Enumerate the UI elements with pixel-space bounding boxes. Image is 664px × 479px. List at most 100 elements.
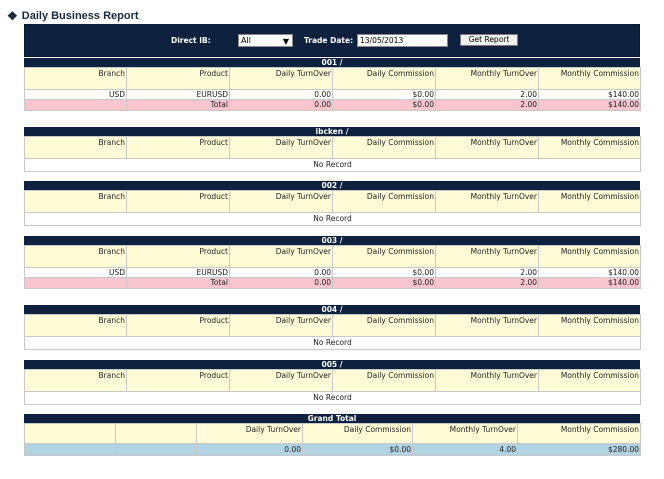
table-cell: EURUSD [126,89,230,100]
column-header: Monthly TurnOver [435,67,539,90]
column-header [24,423,116,444]
table-row: USD EURUSD 0.00 $0.00 2.00 $140.00 [24,267,641,278]
column-header: Monthly TurnOver [435,190,539,213]
column-header: Product [126,136,230,159]
column-header: Monthly TurnOver [435,136,539,159]
direct-ib-value: All [241,36,251,45]
total-cell: Total [126,99,230,111]
column-header: Monthly TurnOver [412,423,518,444]
grand-total-row: 0.00 $0.00 4.00 $280.00 [24,443,641,456]
section-title: 005 / [24,360,640,369]
column-header: Product [126,67,230,90]
grand-total-cell [115,443,197,456]
section-table: Branch Product Daily TurnOver Daily Commiss… [24,190,641,226]
no-record-text: No Record [24,212,641,226]
column-header-row: Branch Product Daily TurnOver Daily Commiss… [24,245,641,268]
no-record-text: No Record [24,391,641,405]
table-cell: 2.00 [435,267,539,278]
column-header: Monthly Commission [538,369,641,392]
report-section: ibcken / Branch Product Daily TurnOver Daily… [24,127,641,172]
column-header: Daily TurnOver [229,67,333,90]
no-record-row: No Record [24,391,641,405]
section-title: 001 / [24,58,640,67]
column-header: Daily TurnOver [229,136,333,159]
total-cell: 0.00 [229,277,333,289]
column-header: Monthly Commission [538,314,641,337]
table-cell: $0.00 [332,89,436,100]
no-record-row: No Record [24,158,641,172]
filter-panel: Direct IB: All ▼ Trade Date: 13/05/2013 … [24,24,640,57]
column-header: Product [126,245,230,268]
column-header: Product [126,369,230,392]
column-header: Daily TurnOver [229,369,333,392]
section-table: Branch Product Daily TurnOver Daily Commiss… [24,67,641,111]
table-cell: 0.00 [229,89,333,100]
total-row: Total 0.00 $0.00 2.00 $140.00 [24,99,641,111]
column-header: Monthly Commission [538,136,641,159]
column-header: Daily Commission [332,369,436,392]
total-cell: $0.00 [332,277,436,289]
table-cell: USD [24,267,127,278]
column-header: Product [126,314,230,337]
table-cell: $140.00 [538,89,641,100]
total-cell [24,277,127,289]
column-header-row: Branch Product Daily TurnOver Daily Commiss… [24,136,641,159]
table-cell: $0.00 [332,267,436,278]
column-header [115,423,197,444]
get-report-button[interactable]: Get Report [460,34,518,46]
column-header: Daily Commission [332,136,436,159]
page-title: ❖ Daily Business Report [7,9,139,23]
direct-ib-label: Direct IB: [171,36,211,45]
table-cell: 2.00 [435,89,539,100]
trade-date-input[interactable]: 13/05/2013 [357,34,448,47]
no-record-text: No Record [24,336,641,350]
grand-total-cell [24,443,116,456]
diamond-bullet-icon: ❖ [7,9,18,23]
total-cell: 2.00 [435,277,539,289]
section-table: Branch Product Daily TurnOver Daily Commiss… [24,314,641,350]
column-header-row: Branch Product Daily TurnOver Daily Commiss… [24,369,641,392]
report-section: 001 /Branch Product Daily TurnOver Daily Co… [24,58,641,111]
grand-total-cell: 4.00 [412,443,518,456]
grand-total-column-header-row: Daily TurnOver Daily Commission Monthly Tu… [24,423,641,444]
total-cell: $0.00 [332,99,436,111]
column-header: Branch [24,314,127,337]
column-header: Daily TurnOver [229,190,333,213]
grand-total-section: Grand Total Daily TurnOver Daily Commissi… [24,414,641,456]
grand-total-table: Daily TurnOver Daily Commission Monthly Tu… [24,423,641,456]
total-cell [24,99,127,111]
report-section: 004 /Branch Product Daily TurnOver Daily Co… [24,305,641,350]
column-header: Monthly TurnOver [435,245,539,268]
column-header: Daily TurnOver [229,314,333,337]
column-header-row: Branch Product Daily TurnOver Daily Commiss… [24,314,641,337]
column-header-row: Branch Product Daily TurnOver Daily Commiss… [24,190,641,213]
column-header: Branch [24,136,127,159]
column-header: Branch [24,245,127,268]
column-header: Daily Commission [332,190,436,213]
column-header: Monthly Commission [538,67,641,90]
chevron-down-icon: ▼ [282,37,289,46]
section-title: 002 / [24,181,640,190]
direct-ib-select[interactable]: All ▼ [238,34,293,47]
grand-total-header: Grand Total [24,414,640,423]
total-cell: 2.00 [435,99,539,111]
page-title-text: Daily Business Report [21,10,139,22]
column-header: Daily TurnOver [196,423,303,444]
total-cell: $140.00 [538,277,641,289]
section-title: 004 / [24,305,640,314]
column-header: Branch [24,67,127,90]
grand-total-cell: 0.00 [196,443,303,456]
table-cell: $140.00 [538,267,641,278]
column-header: Monthly TurnOver [435,369,539,392]
report-section: 002 /Branch Product Daily TurnOver Daily Co… [24,181,641,226]
total-row: Total 0.00 $0.00 2.00 $140.00 [24,277,641,289]
column-header: Daily Commission [302,423,413,444]
total-cell: 0.00 [229,99,333,111]
total-cell: Total [126,277,230,289]
column-header-row: Branch Product Daily TurnOver Daily Commiss… [24,67,641,90]
table-row: USD EURUSD 0.00 $0.00 2.00 $140.00 [24,89,641,100]
report-section: 003 /Branch Product Daily TurnOver Daily Co… [24,236,641,289]
column-header: Monthly Commission [538,245,641,268]
section-table: Branch Product Daily TurnOver Daily Commiss… [24,136,641,172]
trade-date-label: Trade Date: [304,36,354,45]
